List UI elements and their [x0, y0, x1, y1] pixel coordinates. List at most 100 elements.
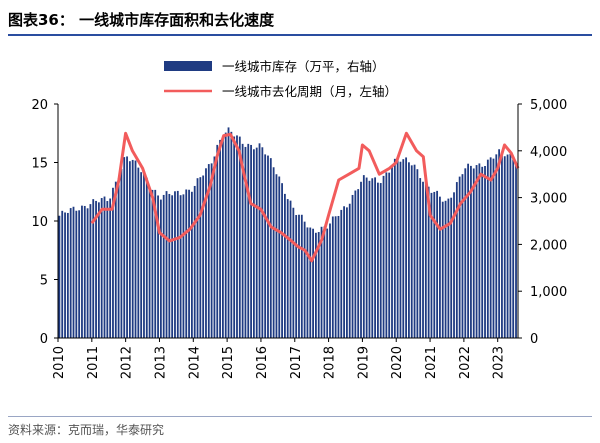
- cycle-line: [90, 131, 520, 263]
- inventory-bar: [159, 199, 162, 338]
- inventory-bar: [388, 172, 391, 338]
- inventory-bar: [92, 199, 95, 338]
- inventory-bar: [470, 165, 472, 338]
- inventory-bar: [289, 200, 292, 338]
- legend-label-cycle: 一线城市去化周期（月，左轴）: [222, 84, 397, 99]
- inventory-bar: [343, 206, 345, 338]
- inventory-bar: [112, 187, 114, 338]
- inventory-bar: [455, 182, 458, 338]
- inventory-bar: [69, 208, 72, 338]
- inventory-bar: [95, 200, 97, 338]
- inventory-bar: [430, 192, 433, 338]
- inventory-bar: [309, 227, 312, 338]
- inventory-bar: [272, 167, 275, 338]
- inventory-bar: [185, 189, 188, 338]
- right-axis-tick-label: 5,000: [530, 98, 567, 113]
- left-axis-tick-label: 20: [31, 98, 48, 113]
- inventory-bar: [337, 215, 340, 338]
- right-axis-tick-label: 0: [530, 332, 538, 347]
- inventory-bar: [202, 175, 205, 338]
- inventory-bar: [227, 127, 230, 338]
- inventory-bar: [247, 143, 250, 338]
- right-axis-tick-label: 3,000: [530, 192, 567, 207]
- inventory-bar: [492, 158, 495, 338]
- inventory-bar: [306, 227, 309, 338]
- inventory-bar: [329, 223, 331, 338]
- inventory-bar: [300, 214, 303, 338]
- inventory-bar: [399, 161, 402, 338]
- inventory-bar: [103, 196, 106, 338]
- inventory-bar: [362, 175, 365, 338]
- inventory-bar: [515, 161, 517, 338]
- inventory-bar: [374, 177, 376, 338]
- inventory-bars: [58, 127, 517, 338]
- inventory-bar: [501, 152, 503, 338]
- inventory-bar: [193, 185, 196, 338]
- inventory-bar: [334, 216, 337, 338]
- inventory-bar: [221, 139, 224, 338]
- inventory-bar: [106, 201, 109, 338]
- inventory-bar: [509, 153, 512, 338]
- inventory-bar: [410, 165, 413, 338]
- inventory-bar: [408, 162, 410, 338]
- inventory-bar: [379, 183, 382, 338]
- x-axis-tick-label: 2013: [153, 346, 168, 379]
- inventory-bar: [145, 177, 148, 338]
- inventory-bar: [151, 189, 154, 338]
- axes: 0 5 10 15 20 0 1,000 2,000 3,000 4,000 5,000 2010 20…: [31, 98, 567, 379]
- inventory-bar: [447, 198, 450, 338]
- inventory-bar: [114, 181, 117, 338]
- x-axis-tick-label: 2019: [356, 346, 371, 379]
- chart-title: 图表36： 一线城市库存面积和去化速度: [8, 4, 592, 36]
- inventory-bar: [481, 166, 484, 338]
- inventory-bar: [236, 135, 238, 338]
- inventory-bar: [230, 131, 233, 338]
- inventory-bar: [199, 177, 202, 338]
- inventory-bar: [385, 172, 388, 338]
- inventory-bar: [402, 159, 405, 338]
- inventory-bar: [154, 189, 157, 338]
- inventory-bar: [326, 228, 329, 338]
- inventory-bar: [75, 210, 78, 338]
- inventory-bar: [81, 205, 83, 338]
- inventory-bar: [396, 158, 399, 338]
- inventory-bar: [100, 198, 103, 338]
- inventory-bar: [461, 174, 464, 338]
- inventory-bar: [365, 177, 368, 338]
- inventory-bar: [148, 186, 151, 338]
- inventory-bar: [467, 163, 470, 338]
- inventory-bar: [312, 228, 314, 338]
- inventory-bar: [165, 191, 168, 338]
- inventory-bar: [261, 147, 264, 338]
- x-axis-tick-label: 2018: [323, 346, 338, 379]
- inventory-bar: [489, 157, 492, 338]
- inventory-bar: [419, 178, 422, 338]
- inventory-bar: [179, 195, 182, 338]
- inventory-bar: [157, 195, 159, 338]
- inventory-bar: [216, 144, 219, 338]
- inventory-bar: [453, 192, 455, 338]
- x-axis-tick-label: 2011: [86, 346, 101, 379]
- inventory-bar: [416, 169, 419, 338]
- inventory-bar: [188, 189, 190, 338]
- inventory-bar: [162, 194, 165, 338]
- source-note: 资料来源：克而瑞，华泰研究: [8, 416, 592, 438]
- inventory-bar: [391, 167, 393, 338]
- inventory-bar: [255, 147, 258, 338]
- inventory-bar: [205, 168, 207, 338]
- inventory-bar: [140, 172, 143, 338]
- x-axis-tick-label: 2021: [424, 346, 439, 379]
- inventory-bar: [176, 190, 179, 338]
- inventory-bar: [348, 203, 351, 338]
- inventory-bar: [346, 207, 348, 338]
- inventory-bar: [413, 164, 416, 338]
- inventory-bar: [320, 226, 323, 338]
- inventory-bar: [439, 196, 441, 338]
- right-axis-tick-label: 2,000: [530, 238, 567, 253]
- inventory-bar: [137, 167, 140, 338]
- inventory-bar: [478, 163, 481, 338]
- inventory-bar: [86, 208, 89, 338]
- inventory-bar: [433, 191, 436, 338]
- inventory-bar: [128, 161, 131, 338]
- inventory-bar: [278, 176, 281, 338]
